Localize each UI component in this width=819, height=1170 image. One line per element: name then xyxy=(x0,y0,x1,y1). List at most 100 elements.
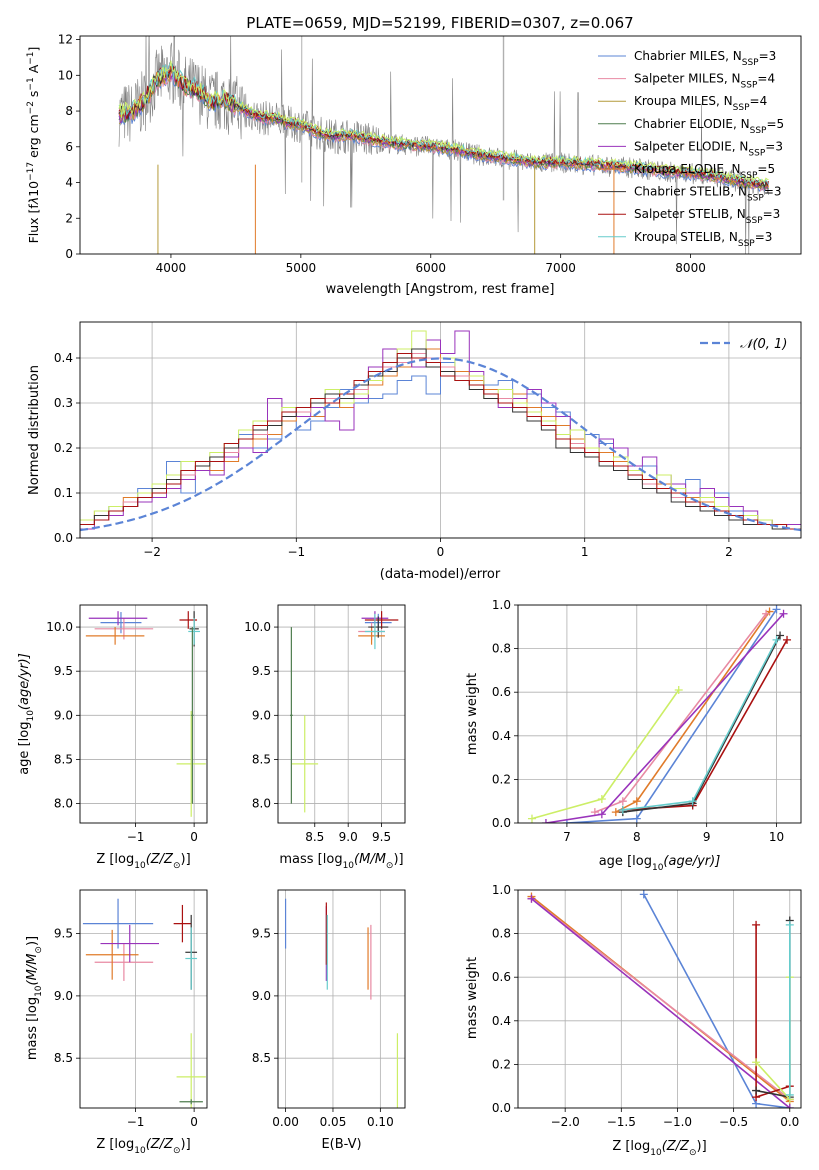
series-line xyxy=(755,977,791,1102)
y-tick-label: 8.5 xyxy=(252,752,271,766)
axes-frame xyxy=(79,889,208,1109)
axes-frame xyxy=(79,321,802,539)
y-axis-label-part: erg cm xyxy=(26,114,41,162)
x-tick-label: 0 xyxy=(190,1115,198,1129)
y-tick-label: 0.8 xyxy=(492,927,511,941)
series-line xyxy=(545,613,785,823)
y-tick-label: 1.0 xyxy=(492,598,511,612)
x-tick-label: 5000 xyxy=(286,261,317,275)
x-axis-label: E(B-V) xyxy=(321,1137,361,1152)
legend-entry-label-part: =5 xyxy=(766,117,784,131)
legend-entry-label-part: Chabrier MILES, N xyxy=(634,49,742,63)
y-tick-label: 9.0 xyxy=(252,708,271,722)
x-tick-label: −0.5 xyxy=(719,1115,748,1129)
legend-entry-label-part: =4 xyxy=(750,94,768,108)
legend-entry-label-part: Chabrier ELODIE, N xyxy=(634,117,750,131)
x-axis-label-part: (Z/Z xyxy=(662,1139,690,1154)
x-tick-label: 0 xyxy=(437,545,445,559)
data-point xyxy=(185,927,198,990)
y-tick-label: 0.4 xyxy=(492,729,511,743)
x-tick-label: 7 xyxy=(563,830,571,844)
series-marker xyxy=(674,686,683,695)
legend-entry-label: Kroupa MILES, NSSP=4 xyxy=(634,94,767,113)
data-point xyxy=(176,1033,206,1108)
data-point xyxy=(94,943,154,981)
y-tick-label: 0.0 xyxy=(54,531,73,545)
series-line xyxy=(755,920,791,1099)
y-tick-label: 8.5 xyxy=(54,1051,73,1065)
legend-entry-label: Salpeter STELIB, NSSP=3 xyxy=(634,207,780,226)
model-spectrum-line xyxy=(118,60,769,184)
y-axis-label-part: −1 xyxy=(26,77,36,90)
y-axis-label-part: A xyxy=(26,64,41,77)
series-marker xyxy=(752,920,761,929)
x-tick-label: −1 xyxy=(287,545,305,559)
series-marker xyxy=(632,814,641,823)
legend-entry-label-part: =3 xyxy=(764,185,782,199)
data-point xyxy=(85,627,145,645)
x-tick-label: 2 xyxy=(725,545,733,559)
data-point xyxy=(290,627,293,804)
legend-entry-label-part: =3 xyxy=(755,230,773,244)
data-point xyxy=(364,613,385,650)
y-axis-label-part: ⊙ xyxy=(34,946,44,954)
weight-vs-z-axes: −2.0 −1.5 −1.0 −0.5 0.0 0.0 0.2 0.4 0.6 0.8 1.0 Z [… xyxy=(465,883,802,1158)
data-point xyxy=(291,715,319,813)
legend-entry-label-part: Chabrier STELIB, N xyxy=(634,185,747,199)
y-tick-label: 0.2 xyxy=(54,441,73,455)
series-marker xyxy=(527,894,536,903)
y-tick-label: 8.0 xyxy=(54,797,73,811)
data-point xyxy=(368,616,389,638)
x-tick-label: 0 xyxy=(190,830,198,844)
series-marker xyxy=(762,609,771,618)
series-line xyxy=(531,898,791,1100)
mass-vs-z-plot-area xyxy=(80,890,207,1108)
mass-vs-ebv-plot-area xyxy=(278,890,405,1108)
x-tick-label: −1.0 xyxy=(663,1115,692,1129)
y-tick-label: 10.0 xyxy=(46,620,73,634)
x-axis-label-part: ⊙ xyxy=(689,1148,697,1158)
data-point xyxy=(82,898,154,949)
axes-frame xyxy=(517,604,802,824)
histogram-step xyxy=(80,353,801,538)
series-marker xyxy=(772,635,781,644)
series-marker xyxy=(785,920,794,929)
weight-vs-z-plot-area xyxy=(518,890,801,1108)
series-marker xyxy=(597,795,606,804)
spectrum-axes: 4000 5000 6000 7000 8000 0 2 4 6 8 10 12 PLATE=0659,… xyxy=(26,14,802,297)
x-tick-label: 8000 xyxy=(675,261,706,275)
legend-entry-label-part: =5 xyxy=(757,162,775,176)
y-tick-label: 0.4 xyxy=(54,351,73,365)
y-tick-label: 9.0 xyxy=(252,989,271,1003)
legend-entry-label-part: Kroupa ELODIE, N xyxy=(634,162,741,176)
legend-entry-label-part: SSP xyxy=(741,171,758,181)
series xyxy=(618,631,785,817)
residuals-plot-area xyxy=(80,322,801,538)
legend-entry-label-part: SSP xyxy=(738,239,755,249)
series xyxy=(590,609,771,817)
data-point xyxy=(100,612,142,634)
axes-frame xyxy=(277,889,406,1109)
series xyxy=(752,973,794,1104)
residuals-axes: −2 −1 0 1 2 0.0 0.1 0.2 0.3 0.4 𝒩(0, 1) (data-model… xyxy=(27,321,802,582)
x-tick-label: 1 xyxy=(581,545,589,559)
x-axis-label: Z [log10(Z/Z⊙)] xyxy=(96,852,190,871)
x-axis-label-part: 10 xyxy=(650,1148,662,1158)
x-tick-label: −1 xyxy=(127,830,145,844)
legend-entry-label-part: =4 xyxy=(757,72,775,86)
x-axis-label-part: mass [log xyxy=(279,852,342,867)
series xyxy=(527,686,683,823)
legend-entry-label-part: SSP xyxy=(742,58,759,68)
x-tick-label: 7000 xyxy=(545,261,576,275)
series xyxy=(541,609,788,823)
legend-entry-label-part: Salpeter STELIB, N xyxy=(634,207,746,221)
x-axis-label-part: ⊙ xyxy=(173,1146,181,1156)
x-axis-label-part: ⊙ xyxy=(173,861,181,871)
y-tick-label: 4 xyxy=(65,176,73,190)
x-tick-label: 8 xyxy=(633,830,641,844)
x-axis-label: Z [log10(Z/Z⊙)] xyxy=(612,1139,706,1158)
y-axis-label: mass [log10(M/M⊙)] xyxy=(25,936,44,1060)
x-axis-label-part: )] xyxy=(181,852,191,867)
